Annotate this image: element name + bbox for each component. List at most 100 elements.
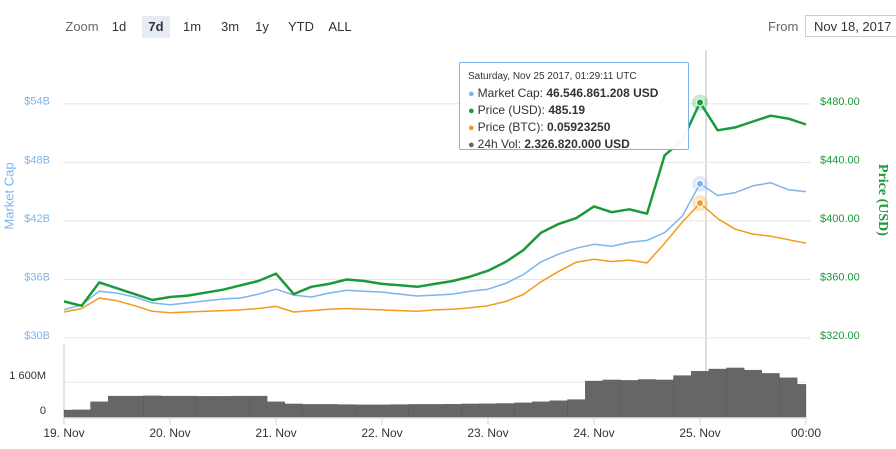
volume-bar <box>585 380 603 418</box>
volume-bar <box>797 384 807 418</box>
tooltip-value: 485.19 <box>548 103 586 117</box>
from-label: From <box>768 19 799 34</box>
volume-bar <box>549 400 568 418</box>
y2-axis-title: Price (USD) <box>875 164 890 236</box>
y-tick-label: $48B <box>24 154 50 166</box>
volume-bar <box>655 379 674 418</box>
volume-bar <box>726 367 745 418</box>
volume-bar <box>461 403 480 418</box>
volume-bar <box>284 403 303 418</box>
range-button[interactable]: 7d <box>142 16 170 38</box>
volume-tick-label: 1 600M <box>9 370 46 382</box>
range-button[interactable]: YTD <box>288 19 314 34</box>
volume-bar <box>496 403 515 418</box>
volume-bar <box>761 373 780 418</box>
volume-bar <box>708 368 727 418</box>
volume-bar <box>691 371 709 418</box>
x-tick-label: 24. Nov <box>573 426 614 440</box>
volume-bar <box>638 379 656 418</box>
volume-bar <box>514 402 533 418</box>
volume-bar <box>320 404 338 418</box>
zoom-label: Zoom <box>65 19 99 34</box>
volume-bar <box>479 403 497 418</box>
tooltip-label: Price (BTC): <box>477 120 544 134</box>
volume-bar <box>302 404 321 418</box>
hover-marker <box>696 179 704 188</box>
x-tick-label: 21. Nov <box>255 426 296 440</box>
tooltip-bullet: ● <box>468 105 475 117</box>
y2-tick-label: $480.00 <box>820 96 860 108</box>
volume-bar <box>443 403 462 418</box>
volume-bar <box>532 401 550 418</box>
tooltip-row: ● 24h Vol: 2.326.820.000 USD <box>468 136 680 153</box>
volume-bar <box>90 401 109 418</box>
tooltip-label: 24h Vol: <box>477 137 522 151</box>
volume-bar <box>249 395 268 418</box>
tooltip-row: ● Price (BTC): 0.05923250 <box>468 119 680 136</box>
volume-bar <box>125 395 144 418</box>
volume-bar <box>620 380 639 418</box>
tooltip-label: Market Cap: <box>477 86 544 100</box>
volume-bar <box>673 375 692 418</box>
volume-bar <box>196 396 215 418</box>
volume-bar <box>161 395 179 418</box>
volume-bar <box>355 404 374 418</box>
volume-bar <box>214 396 232 418</box>
from-input[interactable]: Nov 18, 2017 <box>805 15 896 37</box>
y2-tick-label: $440.00 <box>820 154 860 166</box>
range-button[interactable]: 3m <box>220 19 240 34</box>
tooltip-value: 2.326.820.000 USD <box>524 137 630 151</box>
x-tick-label: 25. Nov <box>679 426 720 440</box>
range-button[interactable]: 1m <box>182 19 202 34</box>
tooltip-value: 46.546.861.208 USD <box>546 86 659 100</box>
y2-tick-label: $400.00 <box>820 213 860 225</box>
volume-bar <box>408 404 427 418</box>
volume-bar <box>602 379 621 418</box>
x-tick-label: 23. Nov <box>467 426 508 440</box>
y2-tick-label: $320.00 <box>820 330 860 342</box>
x-tick-label: 19. Nov <box>43 426 84 440</box>
volume-bar <box>267 401 285 418</box>
volume-bar <box>178 395 197 418</box>
series-line <box>63 182 807 311</box>
volume-bar <box>337 404 356 418</box>
tooltip: Saturday, Nov 25 2017, 01:29:11 UTC ● Mar… <box>459 62 689 153</box>
x-tick-label: 22. Nov <box>361 426 402 440</box>
hover-marker <box>696 199 704 208</box>
y-tick-label: $42B <box>24 213 50 225</box>
tooltip-bullet: ● <box>468 139 475 151</box>
volume-bar <box>108 395 126 418</box>
y2-tick-label: $360.00 <box>820 271 860 283</box>
volume-bar <box>143 395 162 418</box>
volume-bar <box>779 377 798 418</box>
tooltip-bullet: ● <box>468 122 475 134</box>
volume-bar <box>390 404 409 418</box>
y-tick-label: $36B <box>24 271 50 283</box>
tooltip-bullet: ● <box>468 88 475 100</box>
volume-bar <box>231 395 250 418</box>
y-axis-title: Market Cap <box>1 162 16 229</box>
y-tick-label: $30B <box>24 330 50 342</box>
x-tick-label: 00:00 <box>791 426 821 440</box>
tooltip-label: Price (USD): <box>477 103 545 117</box>
x-tick-label: 20. Nov <box>149 426 190 440</box>
range-button[interactable]: ALL <box>328 19 352 34</box>
range-button[interactable]: 1d <box>111 19 127 34</box>
volume-bar <box>426 404 444 418</box>
tooltip-date: Saturday, Nov 25 2017, 01:29:11 UTC <box>468 71 637 82</box>
tooltip-row: ● Price (USD): 485.19 <box>468 102 680 119</box>
series-line <box>63 202 807 314</box>
volume-tick-label: 0 <box>40 405 46 417</box>
volume-bar <box>72 409 91 418</box>
tooltip-row: ● Market Cap: 46.546.861.208 USD <box>468 85 680 102</box>
volume-bar <box>373 404 391 418</box>
volume-bar <box>567 399 586 418</box>
y-tick-label: $54B <box>24 96 50 108</box>
volume-bar <box>63 409 73 418</box>
tooltip-value: 0.05923250 <box>547 120 611 134</box>
range-button[interactable]: 1y <box>255 19 269 34</box>
volume-bar <box>744 369 762 418</box>
hover-marker <box>696 98 704 107</box>
